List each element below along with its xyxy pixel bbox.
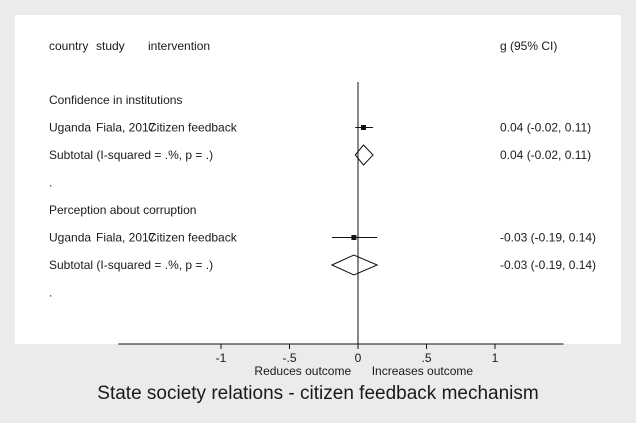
subtotal-diamond [354,144,374,166]
direction-label-right: Increases outcome [372,364,474,378]
study-country: Uganda [49,121,91,135]
study-intervention: Citizen feedback [148,121,238,135]
study-country: Uganda [49,231,91,245]
study-effect-ci: -0.03 (-0.19, 0.14) [500,231,596,245]
group-label: Confidence in institutions [49,93,182,107]
study-name: Fiala, 2017 [96,121,156,135]
subtotal-effect-ci: 0.04 (-0.02, 0.11) [500,148,591,162]
header-intervention: intervention [148,39,210,53]
spacer-dot: . [49,176,52,190]
study-name: Fiala, 2017 [96,231,156,245]
subtotal-label: Subtotal (I-squared = .%, p = .) [49,148,213,162]
subtotal-diamond [330,254,379,276]
point-estimate [360,125,366,130]
point-estimate [351,235,357,240]
study-effect-ci: 0.04 (-0.02, 0.11) [500,121,591,135]
x-tick-label: .5 [421,351,431,365]
x-tick-label: 0 [355,351,362,365]
plot-background [15,15,621,344]
x-tick-label: 1 [492,351,499,365]
group-label: Perception about corruption [49,203,196,217]
header-study: study [96,39,125,53]
spacer-dot: . [49,286,52,300]
chart-title: State society relations - citizen feedba… [97,383,538,404]
x-tick-label: -1 [216,351,227,365]
header-country: country [49,39,88,53]
subtotal-label: Subtotal (I-squared = .%, p = .) [49,258,213,272]
study-intervention: Citizen feedback [148,231,238,245]
x-tick-label: -.5 [282,351,296,365]
header-effect: g (95% CI) [500,39,557,53]
direction-label-left: Reduces outcome [254,364,351,378]
subtotal-effect-ci: -0.03 (-0.19, 0.14) [500,258,596,272]
